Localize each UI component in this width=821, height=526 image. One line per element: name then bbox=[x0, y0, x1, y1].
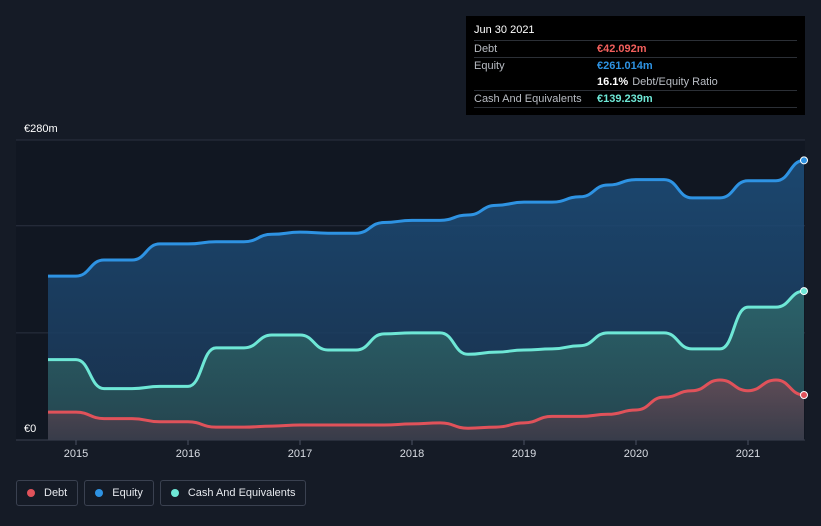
cash-area bbox=[48, 291, 804, 440]
debt-line bbox=[48, 378, 805, 430]
tooltip-debt-label: Debt bbox=[474, 43, 498, 55]
debt-dot-icon bbox=[27, 489, 35, 497]
legend-item-debt[interactable]: Debt bbox=[16, 480, 79, 506]
tooltip-row-cash: Cash And Equivalents €139.239m bbox=[474, 91, 797, 108]
debt-end-point bbox=[800, 391, 808, 399]
tooltip-equity-value: €261.014m bbox=[597, 60, 653, 72]
y-axis-zero-label: €0 bbox=[24, 423, 36, 435]
debt-area bbox=[48, 380, 804, 440]
legend-debt-label: Debt bbox=[44, 487, 68, 499]
legend-item-cash[interactable]: Cash And Equivalents bbox=[159, 480, 307, 506]
tooltip-row-debt: Debt €42.092m bbox=[474, 41, 797, 58]
y-axis-max-label: €280m bbox=[24, 123, 58, 135]
cash-line bbox=[48, 289, 805, 391]
x-tick-label: 2018 bbox=[400, 448, 424, 460]
tooltip-date: Jun 30 2021 bbox=[474, 23, 797, 41]
tooltip: Jun 30 2021 Debt €42.092m Equity €261.01… bbox=[466, 16, 805, 115]
legend-equity-label: Equity bbox=[112, 487, 143, 499]
tooltip-row-ratio: 16.1% Debt/Equity Ratio bbox=[474, 74, 797, 91]
tooltip-ratio-label bbox=[474, 74, 597, 90]
equity-line bbox=[47, 158, 805, 278]
legend-item-equity[interactable]: Equity bbox=[84, 480, 154, 506]
tooltip-cash-label: Cash And Equivalents bbox=[474, 93, 582, 105]
legend: Debt Equity Cash And Equivalents bbox=[16, 480, 307, 506]
tooltip-ratio-caption: Debt/Equity Ratio bbox=[632, 76, 718, 88]
tooltip-row-equity: Equity €261.014m bbox=[474, 58, 797, 74]
cash-end-point bbox=[800, 287, 808, 296]
legend-cash-label: Cash And Equivalents bbox=[187, 487, 296, 499]
x-tick-label: 2016 bbox=[176, 448, 200, 460]
x-tick-label: 2019 bbox=[512, 448, 536, 460]
tooltip-debt-value: €42.092m bbox=[597, 43, 647, 55]
equity-dot-icon bbox=[95, 489, 104, 497]
x-tick-label: 2015 bbox=[64, 448, 88, 460]
x-tick-label: 2021 bbox=[736, 448, 760, 460]
x-tick-label: 2017 bbox=[288, 448, 312, 460]
cash-dot-icon bbox=[170, 489, 179, 497]
x-tick-label: 2020 bbox=[624, 448, 648, 460]
equity-end-point bbox=[800, 156, 808, 165]
tooltip-equity-label: Equity bbox=[474, 60, 505, 72]
tooltip-cash-value: €139.239m bbox=[597, 93, 653, 105]
tooltip-ratio-value: 16.1% bbox=[597, 76, 629, 88]
